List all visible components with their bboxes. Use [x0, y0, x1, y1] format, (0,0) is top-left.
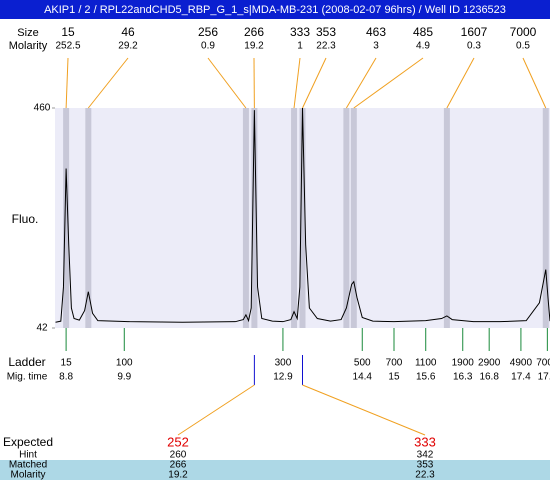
expected-molarity: 22.3	[415, 470, 435, 480]
peak-molarity: 1	[297, 41, 303, 52]
peak-molarity: 3	[373, 41, 379, 52]
match-connector	[178, 385, 254, 435]
peak-connector	[303, 58, 327, 108]
peak-connector	[523, 58, 546, 108]
peak-band	[243, 108, 249, 328]
mig-time-label: Mig. time	[7, 372, 48, 383]
size-label: Size	[17, 27, 38, 39]
ladder-size: 4900	[510, 358, 533, 369]
expected-expected: 252	[167, 434, 189, 449]
peak-size: 463	[366, 25, 386, 39]
peak-molarity: 29.2	[118, 41, 138, 52]
ladder-size: 1900	[452, 358, 475, 369]
peak-connector	[208, 58, 246, 108]
ladder-time: 8.8	[59, 372, 73, 383]
ladder-time: 15	[388, 372, 400, 383]
peak-molarity: 252.5	[55, 41, 80, 52]
expected-expected: 333	[414, 434, 436, 449]
ladder-time: 17.9	[538, 372, 550, 383]
peak-size: 46	[121, 25, 135, 39]
ladder-label: Ladder	[8, 355, 45, 369]
peak-molarity: 19.2	[244, 41, 264, 52]
header-title: AKIP1 / 2 / RPL22andCHD5_RBP_G_1_s|MDA-M…	[44, 4, 506, 16]
peak-connector	[66, 58, 68, 108]
peak-size: 485	[413, 25, 433, 39]
expected-molarity: 19.2	[168, 470, 188, 480]
ladder-time: 17.4	[511, 372, 531, 383]
ladder-size: 1100	[415, 358, 437, 369]
ladder-size: 2900	[478, 358, 501, 369]
peak-size: 15	[61, 25, 75, 39]
ladder-size: 15	[61, 358, 73, 369]
y-axis-label: Fluo.	[12, 212, 39, 226]
expected-row-label: Molarity	[10, 470, 45, 480]
peak-connector	[88, 58, 128, 108]
peak-connector	[346, 58, 376, 108]
peak-size: 1607	[461, 25, 488, 39]
ladder-size: 100	[116, 358, 133, 369]
ladder-time: 12.9	[273, 372, 293, 383]
peak-molarity: 0.9	[201, 41, 215, 52]
peak-band	[444, 108, 450, 328]
peak-size: 7000	[510, 25, 537, 39]
ladder-time: 15.6	[416, 372, 436, 383]
peak-molarity: 0.5	[516, 41, 530, 52]
molarity-label: Molarity	[9, 40, 48, 52]
peak-connector	[447, 58, 474, 108]
matched-band	[0, 460, 550, 480]
peak-connector	[294, 58, 300, 108]
peak-size: 266	[244, 25, 264, 39]
peak-connector	[354, 58, 423, 108]
peak-molarity: 22.3	[316, 41, 336, 52]
peak-band	[291, 108, 297, 328]
peak-size: 256	[198, 25, 218, 39]
ladder-size: 300	[275, 358, 292, 369]
match-connector	[303, 385, 426, 435]
ladder-time: 14.4	[353, 372, 373, 383]
peak-molarity: 0.3	[467, 41, 481, 52]
ladder-time: 16.3	[453, 372, 473, 383]
expected-row-label: Expected	[3, 435, 53, 449]
ladder-size: 7000	[536, 358, 550, 369]
y-tick-label: 42	[36, 323, 48, 334]
peak-size: 333	[290, 25, 310, 39]
y-tick-label: 460	[34, 103, 51, 114]
ladder-time: 9.9	[117, 372, 131, 383]
peak-molarity: 4.9	[416, 41, 430, 52]
peak-band	[351, 108, 357, 328]
ladder-size: 500	[354, 358, 371, 369]
peak-size: 353	[316, 25, 336, 39]
peak-band	[343, 108, 349, 328]
ladder-size: 700	[386, 358, 403, 369]
peak-band	[85, 108, 91, 328]
ladder-time: 16.8	[479, 372, 499, 383]
